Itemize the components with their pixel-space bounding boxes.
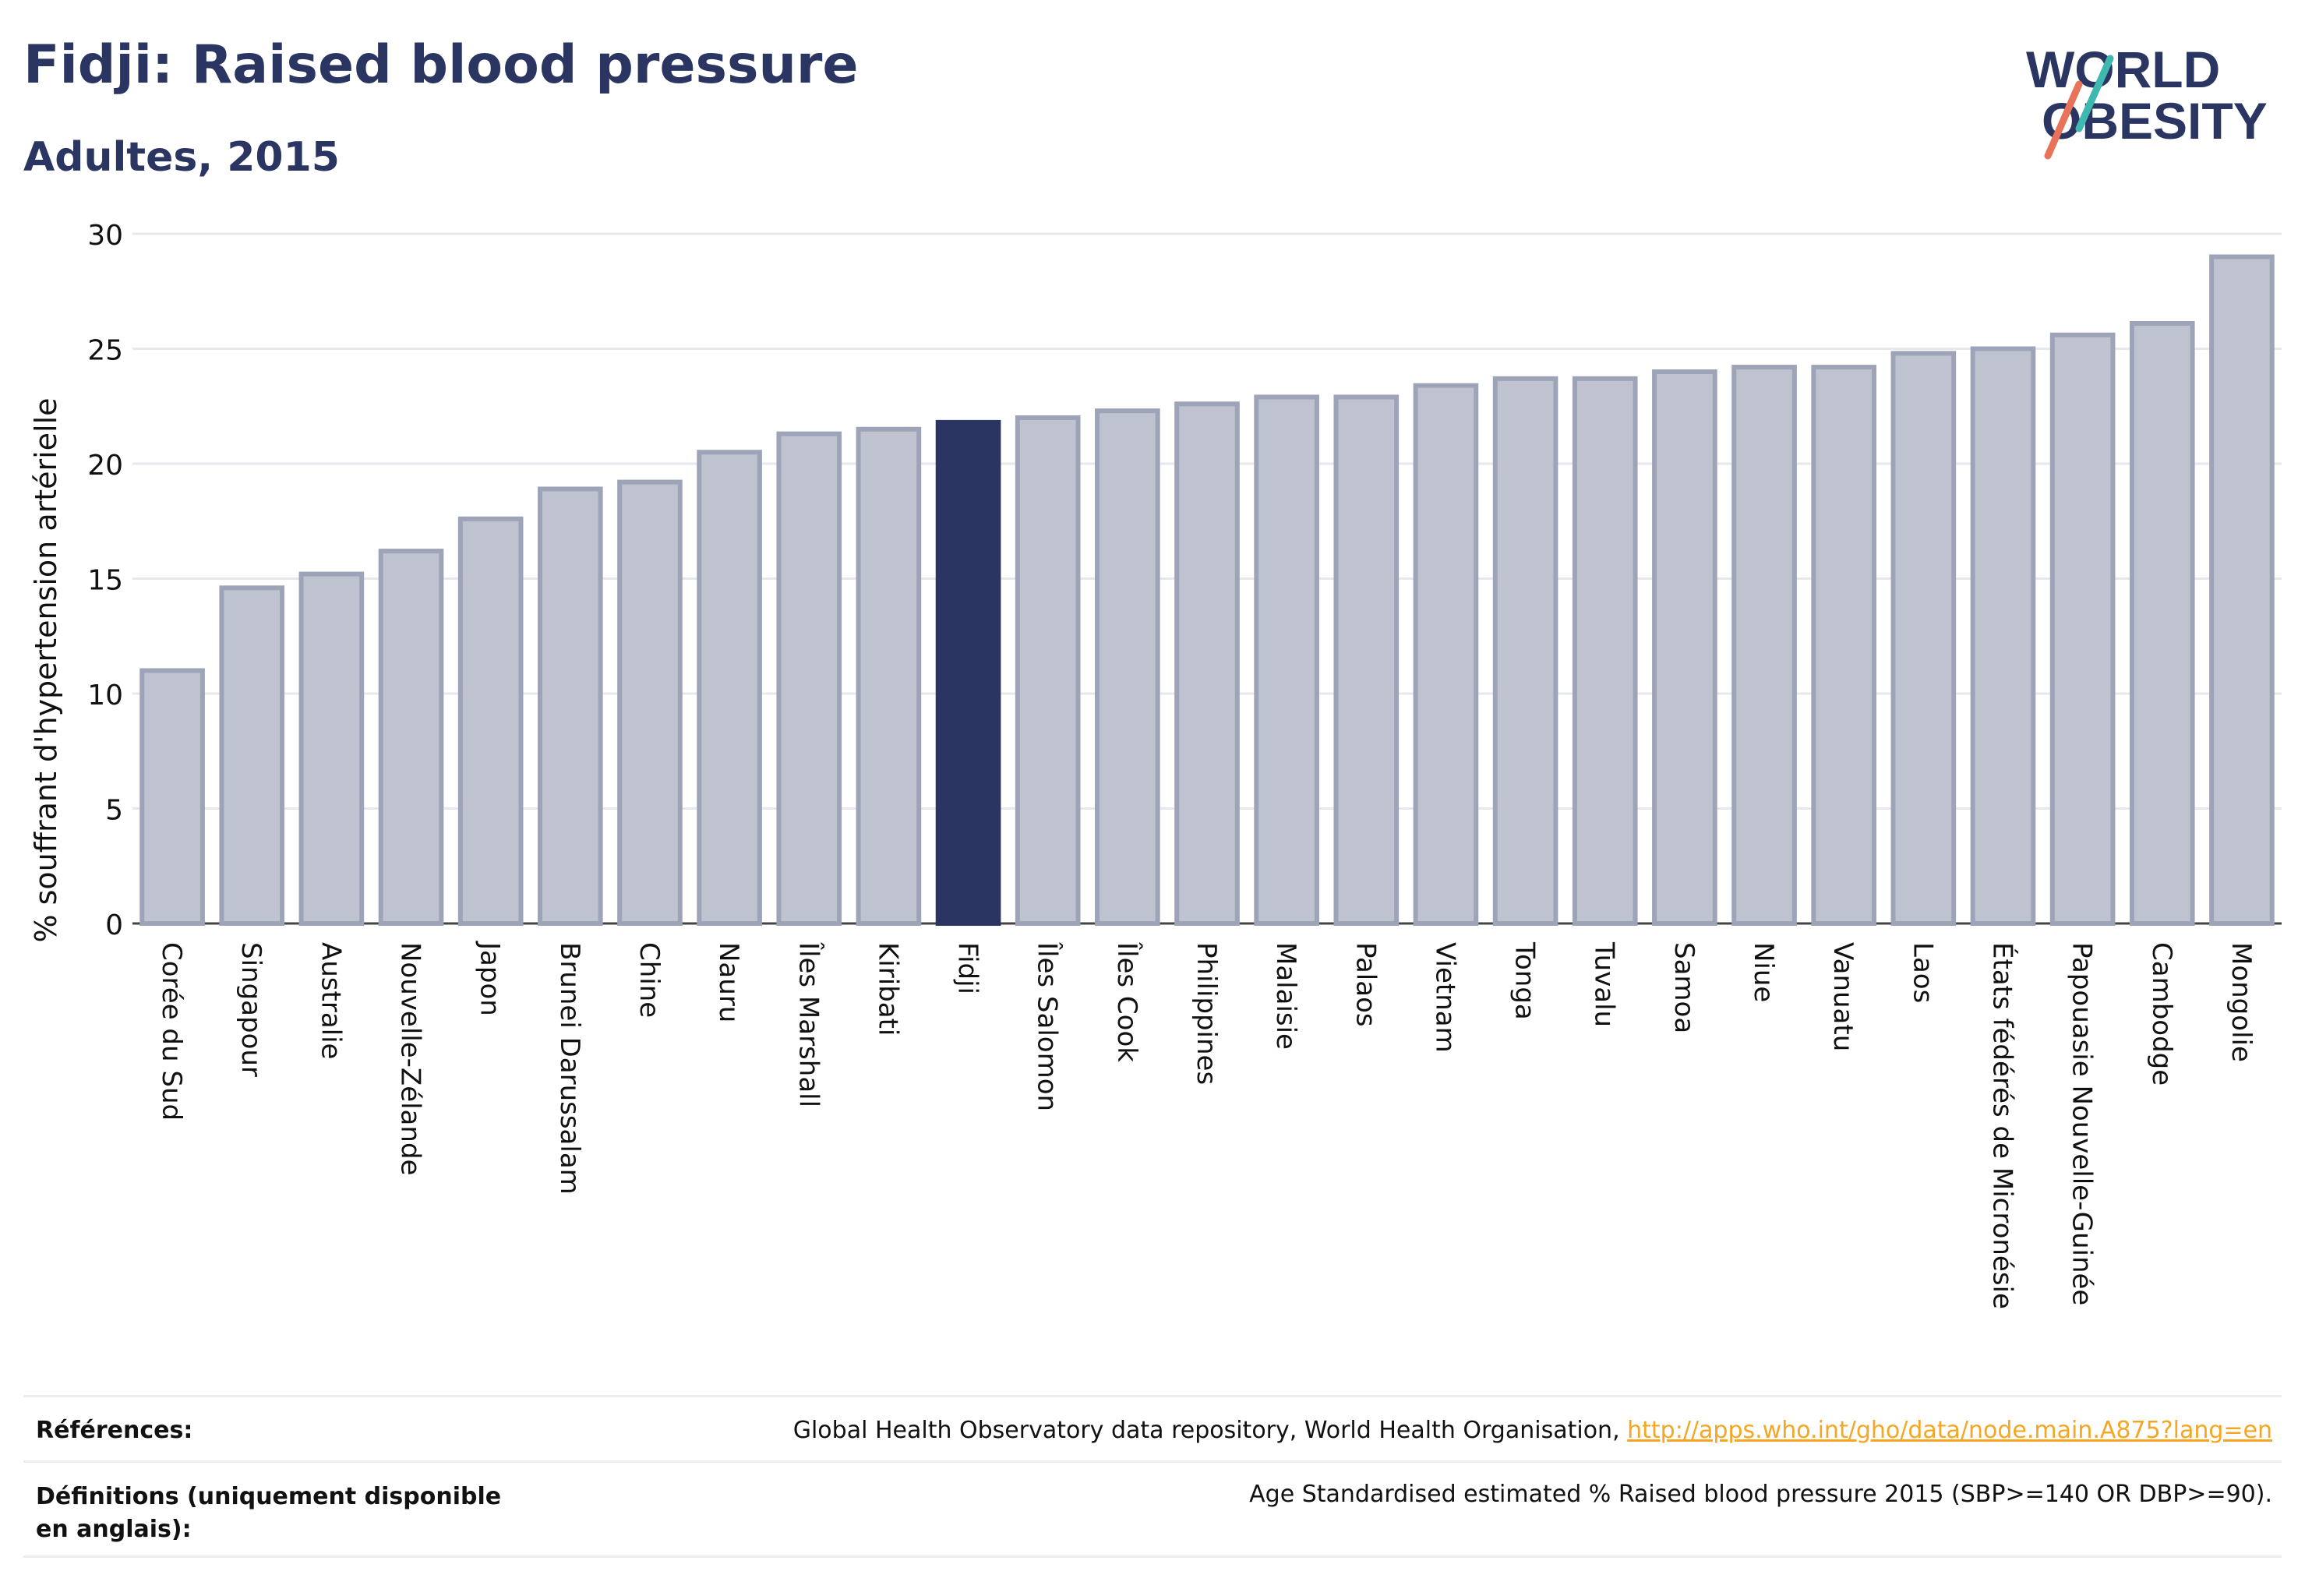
bar — [1970, 346, 2036, 926]
bar — [2209, 254, 2275, 926]
footer-divider-bottom — [23, 1555, 2282, 1558]
x-tick-label: Vietnam — [1429, 942, 1460, 1053]
bar — [1811, 365, 1877, 927]
x-tick-label: Samoa — [1668, 942, 1700, 1033]
x-tick-label: Fidji — [952, 942, 983, 994]
bar — [1095, 408, 1160, 926]
references-source: Global Health Observatory data repositor… — [792, 1417, 1628, 1444]
y-tick-label: 0 — [105, 909, 123, 941]
x-tick-label: Tuvalu — [1589, 941, 1620, 1027]
logo-slash-teal — [2075, 55, 2114, 132]
definitions-label: Définitions (uniquement disponible en an… — [36, 1483, 502, 1543]
bar — [1572, 376, 1638, 927]
bar-chart: 0 5 10 15 20 25 30 Corée du Sud Singapour Austra… — [29, 220, 2282, 1309]
bar — [378, 549, 444, 926]
x-tick-label: Nauru — [713, 942, 744, 1022]
y-tick-label: 20 — [87, 450, 123, 482]
x-tick-label: Chine — [634, 942, 665, 1018]
bar — [1890, 351, 1957, 926]
bar — [139, 668, 205, 926]
bar — [2049, 332, 2116, 926]
definitions-text: Age Standardised estimated % Raised bloo… — [1249, 1481, 2272, 1508]
bar — [1254, 394, 1319, 926]
y-tick-label: 5 — [105, 795, 123, 827]
footer-divider-top — [23, 1395, 2282, 1397]
x-tick-label: Japon — [475, 941, 506, 1016]
bar — [1015, 415, 1081, 926]
y-axis-label: % souffrant d'hypertension artérielle — [29, 397, 63, 942]
x-tick-label: Palaos — [1350, 942, 1381, 1027]
references-text: Global Health Observatory data repositor… — [793, 1417, 2272, 1444]
bar — [298, 571, 365, 926]
references-label: Références: — [36, 1417, 193, 1444]
bar-highlight — [935, 419, 1001, 926]
x-tick-label: Niue — [1748, 942, 1779, 1002]
bar — [457, 516, 524, 926]
x-tick-label: Nouvelle-Zélande — [395, 942, 426, 1175]
page-subtitle: Adultes, 2015 — [23, 134, 340, 181]
logo-word-world: WORLD — [2026, 41, 2220, 98]
x-tick-label: Papouasie Nouvelle-Guinée — [2067, 942, 2098, 1305]
x-tick-label: Îles Marshall — [792, 941, 824, 1107]
x-tick-label: Kiribati — [872, 942, 903, 1036]
x-tick-label: Australie — [315, 942, 346, 1059]
bar — [537, 486, 603, 926]
x-tick-label: Vanuatu — [1827, 942, 1858, 1051]
bar — [856, 426, 922, 926]
bar — [2129, 321, 2195, 926]
bar — [1333, 394, 1400, 926]
x-tick-label: États fédérés de Micronésie — [1986, 942, 2018, 1309]
y-tick-label: 10 — [87, 680, 123, 711]
references-link[interactable]: http://apps.who.int/gho/data/node.main.A… — [1627, 1417, 2272, 1444]
bar — [1174, 401, 1240, 926]
x-tick-label: Îles Cook — [1111, 941, 1143, 1062]
x-tick-label: Cambodge — [2146, 942, 2177, 1086]
y-tick-label: 30 — [87, 220, 123, 252]
page-title: Fidji: Raised blood pressure — [23, 34, 859, 96]
bar — [776, 431, 842, 926]
bar — [1492, 376, 1558, 927]
y-tick-label: 15 — [87, 565, 123, 597]
x-tick-label: Tonga — [1509, 941, 1541, 1020]
x-tick-label: Mongolie — [2226, 942, 2257, 1062]
x-tick-label: Laos — [1907, 942, 1938, 1003]
bar — [1652, 369, 1717, 926]
x-tick-label: Brunei Darussalam — [554, 942, 585, 1195]
bar — [1413, 383, 1479, 926]
footer-divider-middle — [23, 1460, 2282, 1463]
x-tick-label: Îles Salomon — [1032, 941, 1064, 1111]
x-tick-label: Singapour — [235, 942, 267, 1077]
logo-slash-coral — [2044, 80, 2083, 160]
bar — [1731, 365, 1797, 927]
y-tick-label: 25 — [87, 335, 123, 367]
bar — [697, 450, 762, 926]
x-tick-label: Corée du Sud — [156, 942, 187, 1121]
bar — [219, 585, 285, 926]
x-tick-label: Philippines — [1191, 942, 1222, 1085]
x-tick-label: Malaisie — [1270, 942, 1301, 1050]
bar — [617, 479, 683, 926]
world-obesity-logo: WORLD OBESITY — [2026, 41, 2268, 160]
